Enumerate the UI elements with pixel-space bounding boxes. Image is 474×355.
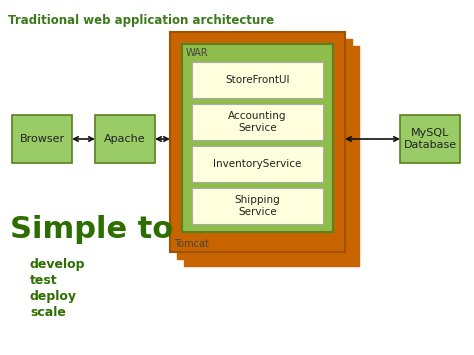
Text: test: test <box>30 274 58 287</box>
Text: Browser: Browser <box>19 134 64 144</box>
Text: Shipping
Service: Shipping Service <box>235 195 281 217</box>
Text: StoreFrontUI: StoreFrontUI <box>225 75 290 85</box>
Bar <box>182 44 333 232</box>
Bar <box>177 39 352 259</box>
Bar <box>170 32 345 252</box>
Bar <box>192 104 323 140</box>
Text: Tomcat: Tomcat <box>174 239 209 249</box>
Bar <box>192 62 323 98</box>
Text: Accounting
Service: Accounting Service <box>228 111 287 133</box>
Bar <box>192 188 323 224</box>
Text: WAR: WAR <box>186 48 209 58</box>
Bar <box>400 115 460 163</box>
Bar <box>95 115 155 163</box>
Bar <box>192 146 323 182</box>
Text: Traditional web application architecture: Traditional web application architecture <box>8 14 274 27</box>
Text: Apache: Apache <box>104 134 146 144</box>
Text: InventoryService: InventoryService <box>213 159 301 169</box>
Text: scale: scale <box>30 306 66 319</box>
Text: develop: develop <box>30 258 85 271</box>
Text: deploy: deploy <box>30 290 77 303</box>
Text: Simple to: Simple to <box>10 215 173 244</box>
Bar <box>12 115 72 163</box>
Text: MySQL
Database: MySQL Database <box>403 128 456 150</box>
Bar <box>184 46 359 266</box>
